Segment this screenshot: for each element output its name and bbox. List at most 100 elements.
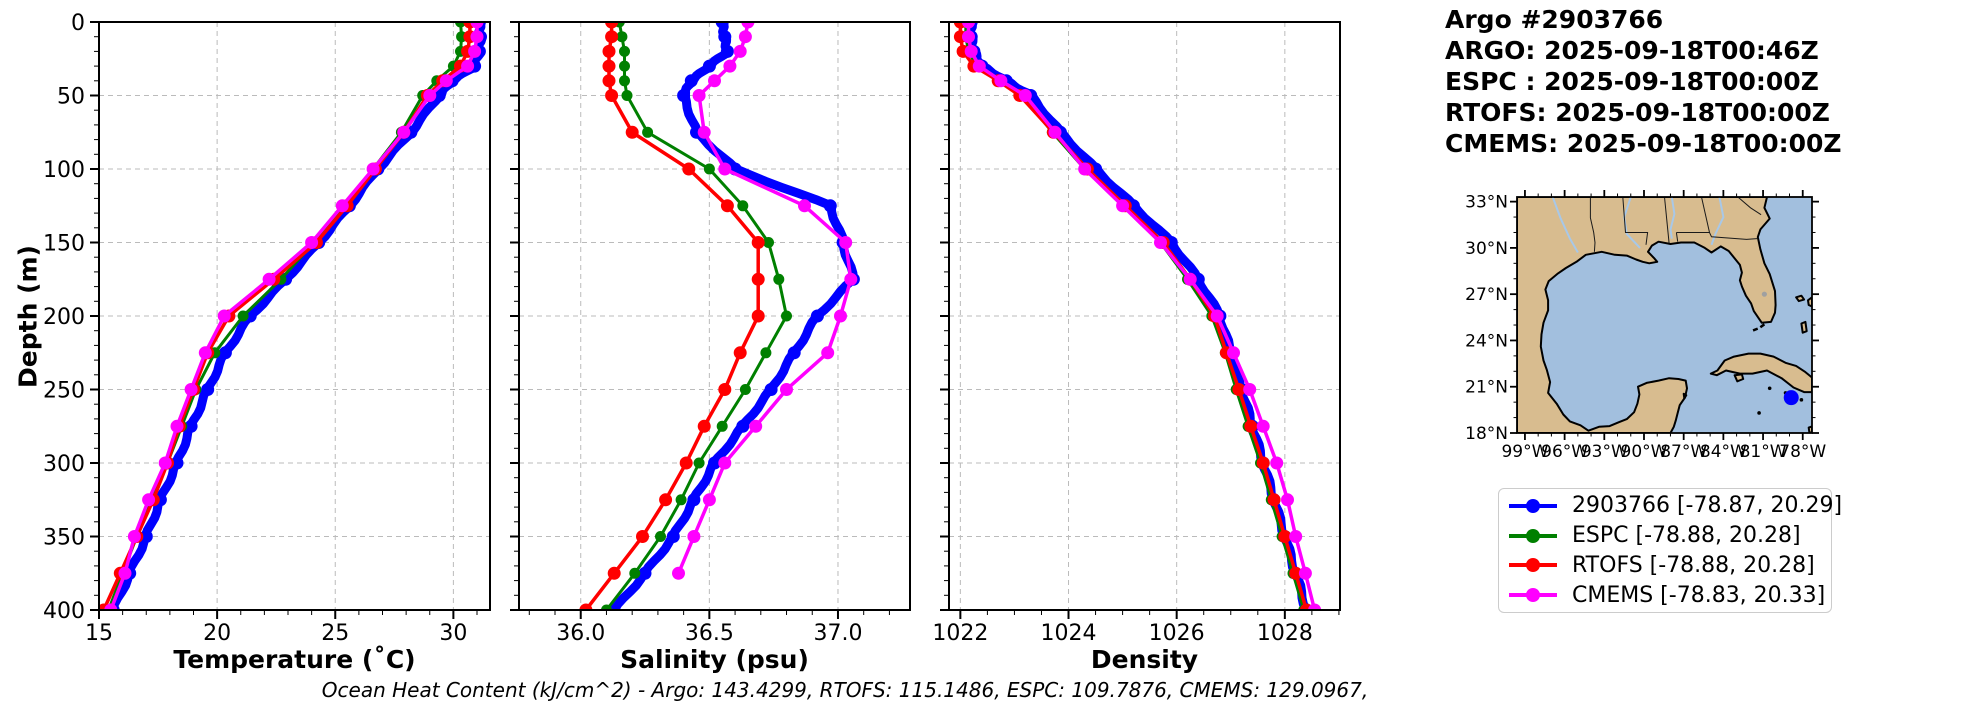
svg-text:93°W: 93°W [1581, 442, 1628, 462]
land-bahamas-island [1795, 294, 1806, 303]
svg-text:350: 350 [43, 526, 85, 551]
svg-text:81°W: 81°W [1740, 442, 1787, 462]
svg-text:200: 200 [43, 305, 85, 330]
rtofs-timestamp: RTOFS: 2025-09-18T00:00Z [1445, 98, 1830, 127]
islet [1799, 398, 1804, 402]
state-border [1676, 232, 1758, 240]
state-border [1622, 197, 1649, 245]
river [1551, 197, 1579, 253]
x-tick-labels: 1022 1024 1026 1028 [932, 621, 1312, 646]
legend-line-sample [1509, 558, 1557, 573]
svg-text:20: 20 [203, 621, 231, 646]
land-isla-de-la-juventud [1733, 373, 1745, 383]
axis-ticks [940, 21, 1340, 619]
x-tick-labels: 15 20 25 30 [85, 621, 467, 646]
legend-item-rtofs: RTOFS [-78.88, 20.28] [1507, 553, 1831, 578]
svg-text:90°W: 90°W [1621, 442, 1668, 462]
map-tick-labels: 99°W96°W93°W90°W87°W84°W81°W78°W 33°N 30°N… [1465, 193, 1826, 462]
svg-text:1022: 1022 [932, 621, 988, 646]
legend-item-argo: 2903766 [-78.87, 20.29] [1507, 493, 1842, 518]
state-border [1701, 197, 1710, 233]
argo-id-title: Argo #2903766 [1445, 5, 1664, 34]
svg-text:300: 300 [43, 452, 85, 477]
legend-item-espc: ESPC [-78.88, 20.28] [1507, 523, 1831, 548]
svg-text:400: 400 [43, 599, 85, 624]
river [1623, 197, 1641, 249]
density-plot: 1022 1024 1026 1028 [932, 21, 1341, 646]
svg-text:0: 0 [71, 11, 85, 36]
axis-ticks [90, 21, 478, 619]
cmems-timestamp: CMEMS: 2025-09-18T00:00Z [1445, 129, 1842, 158]
legend-line-sample [1509, 588, 1557, 603]
svg-text:1028: 1028 [1257, 621, 1313, 646]
legend-item-label: CMEMS [-78.83, 20.33] [1572, 582, 1826, 608]
florida-keys [1750, 323, 1766, 333]
depth-tick-labels: 0 50 100 150 200 250 300 350 400 [43, 11, 85, 624]
temperature-axis-label: Temperature (˚C) [173, 645, 416, 674]
legend: 2903766 [-78.87, 20.29] ESPC [-78.88, 20… [1498, 488, 1842, 613]
location-map: 99°W96°W93°W90°W87°W84°W81°W78°W 33°N 30°N… [1465, 190, 1826, 462]
svg-text:37.0: 37.0 [813, 621, 862, 646]
svg-text:87°W: 87°W [1660, 442, 1707, 462]
series-lines [98, 21, 487, 611]
lake-okeechobee [1761, 291, 1767, 297]
land-andros-island [1800, 320, 1808, 334]
salinity-axis-label: Salinity (psu) [620, 645, 809, 674]
land-cozumel [1682, 392, 1688, 400]
land-cuba [1709, 352, 1812, 394]
svg-text:96°W: 96°W [1541, 442, 1588, 462]
svg-text:30°N: 30°N [1465, 239, 1508, 259]
state-border [1589, 197, 1596, 252]
density-axis-label: Density [1090, 645, 1199, 674]
legend-item-label: RTOFS [-78.88, 20.28] [1572, 552, 1815, 578]
svg-text:24°N: 24°N [1465, 331, 1508, 351]
svg-text:99°W: 99°W [1501, 442, 1548, 462]
axis-ticks [510, 21, 890, 619]
map-area [1517, 197, 1812, 433]
land-bahamas-island [1807, 296, 1812, 308]
depth-axis-label: Depth (m) [13, 245, 43, 388]
svg-text:33°N: 33°N [1465, 193, 1508, 213]
svg-text:150: 150 [43, 232, 85, 257]
svg-text:1024: 1024 [1041, 621, 1097, 646]
svg-text:50: 50 [57, 85, 85, 110]
state-border [1737, 197, 1762, 216]
series-lines [953, 21, 1322, 611]
state-border [1664, 197, 1670, 244]
svg-text:36.0: 36.0 [556, 621, 605, 646]
state-border [1675, 232, 1679, 242]
series-lines [579, 21, 860, 611]
islet [1767, 386, 1772, 391]
river [1710, 197, 1725, 246]
svg-text:25: 25 [321, 621, 349, 646]
argo-timestamp: ARGO: 2025-09-18T00:46Z [1445, 36, 1819, 65]
svg-text:15: 15 [85, 621, 113, 646]
svg-text:84°W: 84°W [1700, 442, 1747, 462]
x-tick-labels: 36.0 36.5 37.0 [556, 621, 862, 646]
islet [1757, 411, 1761, 415]
svg-text:30: 30 [439, 621, 467, 646]
svg-text:100: 100 [43, 158, 85, 183]
espc-timestamp: ESPC : 2025-09-18T00:00Z [1445, 67, 1819, 96]
map-ticks [1510, 190, 1819, 440]
svg-text:36.5: 36.5 [685, 621, 734, 646]
legend-line-sample [1509, 528, 1557, 543]
figure-title-block: Argo #2903766 ARGO: 2025-09-18T00:46Z ES… [1445, 4, 1842, 159]
svg-text:1026: 1026 [1149, 621, 1205, 646]
svg-text:78°W: 78°W [1779, 442, 1826, 462]
river [1669, 197, 1676, 239]
svg-text:250: 250 [43, 379, 85, 404]
ocean-heat-content-note: Ocean Heat Content (kJ/cm^2) - Argo: 143… [321, 678, 1369, 702]
salinity-plot: 36.0 36.5 37.0 [510, 21, 911, 646]
legend-line-sample [1509, 498, 1557, 513]
svg-text:21°N: 21°N [1465, 378, 1508, 398]
argo-position-marker [1783, 390, 1799, 406]
legend-item-cmems: CMEMS [-78.83, 20.33] [1507, 583, 1831, 608]
svg-text:18°N: 18°N [1465, 424, 1508, 444]
svg-text:27°N: 27°N [1465, 285, 1508, 305]
map-frame [1516, 196, 1813, 434]
